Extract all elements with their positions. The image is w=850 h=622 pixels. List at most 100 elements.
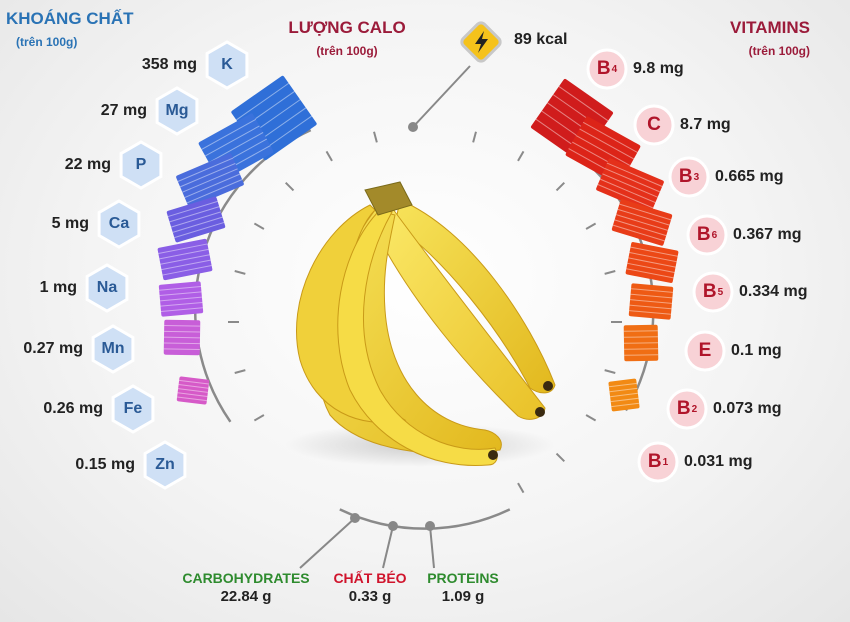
mineral-bar-stripe: [182, 168, 238, 193]
vitamin-bar-stripe: [597, 184, 654, 209]
vitamin-bar-stripe: [599, 178, 656, 204]
minerals-title: KHOÁNG CHẤT: [6, 9, 134, 28]
dial-ticks: [228, 131, 622, 494]
calories-title: LƯỢNG CALO: [288, 18, 406, 37]
vitamin-value: 0.367 mg: [733, 226, 802, 243]
vitamin-bar: [611, 199, 673, 246]
macro-carbohydrates: CARBOHYDRATES 22.84 g: [176, 569, 316, 607]
vitamin-value: 0.665 mg: [715, 168, 784, 185]
vitamin-bar-stripe: [627, 262, 675, 273]
mineral-bar-stripe: [163, 348, 200, 350]
mineral-bar-stripe: [160, 307, 203, 312]
vitamin-bar-fill: [623, 324, 659, 362]
vitamin-bar-stripe: [619, 203, 672, 221]
dial-tick: [555, 181, 566, 192]
vitamin-bar-fill: [628, 283, 674, 320]
mineral-value: 5 mg: [51, 215, 89, 232]
vitamin-bar-stripe: [617, 208, 670, 226]
mineral-hex-badge: [205, 40, 249, 90]
mineral-bar-stripe: [174, 221, 225, 239]
vitamin-bar-stripe: [624, 348, 659, 350]
mineral-hex-badge: [85, 263, 129, 313]
mineral-hex-badge: [155, 86, 199, 136]
macro-value: 1.09 g: [441, 588, 485, 605]
macro-proteins: PROTEINS 1.09 g: [420, 569, 506, 607]
vitamin-bar-stripe: [606, 162, 663, 187]
vitamin-bar-stripe: [630, 293, 673, 299]
vitamin-circle-badge: [692, 271, 734, 313]
mineral-bar-stripe: [170, 211, 222, 228]
vitamin-bar-stripe: [609, 387, 638, 393]
vitamin-bar-stripe: [630, 246, 678, 257]
vitamin-value: 0.073 mg: [713, 400, 782, 417]
dial-tick: [253, 222, 265, 230]
mineral-bar-stripe: [177, 396, 207, 402]
dial-tick: [373, 131, 378, 143]
mineral-bar-stripe: [178, 384, 209, 389]
dial-tick: [585, 222, 597, 230]
dial-tick: [585, 414, 597, 422]
dial-tick: [472, 131, 477, 143]
vitamin-bar-stripe: [616, 214, 668, 231]
vitamin-bar-fill: [596, 158, 664, 213]
vitamin-badges: [586, 48, 734, 483]
vitamin-bar-stripe: [612, 224, 665, 242]
mineral-bar-stripe: [179, 162, 236, 188]
vitamin-bar-stripe: [579, 128, 634, 160]
mineral-hex-badge: [143, 440, 187, 490]
vitamin-value: 8.7 mg: [680, 116, 731, 133]
vitamin-bar-stripe: [614, 219, 667, 237]
vitamin-bar-stripe: [626, 268, 674, 279]
mineral-bar-stripe: [236, 82, 290, 121]
mineral-bar-stripe: [172, 216, 223, 233]
vitamins-header: VITAMINS (trên 100g): [690, 18, 810, 58]
dial-tick: [234, 369, 246, 374]
vitamin-circle-badge: [637, 441, 679, 483]
dial-tick: [284, 181, 295, 192]
vitamin-bar: [625, 242, 679, 283]
vitamin-circle-badge: [686, 214, 728, 256]
mineral-bar-stripe: [178, 388, 208, 393]
macro-value: 22.84 g: [220, 588, 272, 605]
mineral-bar-stripe: [159, 248, 209, 260]
macro-name: CHẤT BÉO: [333, 570, 407, 586]
vitamin-bar-stripe: [602, 173, 658, 198]
mineral-bar-fill: [158, 281, 204, 317]
mineral-value: 1 mg: [39, 279, 77, 296]
mineral-badges: [85, 40, 249, 490]
vitamin-circle-badge: [668, 156, 710, 198]
dial-tick: [234, 270, 246, 275]
dial-ring: [194, 128, 655, 530]
mineral-hex-badge: [97, 199, 141, 249]
dial-tick: [604, 270, 616, 275]
mineral-bar-stripe: [201, 118, 257, 150]
mineral-bar-stripe: [208, 132, 264, 163]
vitamin-bar-stripe: [630, 299, 672, 304]
minerals-subtitle: (trên 100g): [16, 35, 78, 49]
mineral-hex-badge: [119, 140, 163, 190]
dial-tick: [517, 482, 525, 494]
calories-value: 89 kcal: [514, 31, 568, 48]
lightning-bolt-icon: [460, 21, 502, 63]
mineral-hex-badge: [111, 384, 155, 434]
vitamin-bar-fill: [611, 199, 673, 246]
mineral-value: 358 mg: [141, 56, 197, 73]
mineral-bar-fill: [176, 376, 210, 405]
mineral-bar-stripe: [164, 330, 201, 333]
vitamin-bar-stripe: [623, 330, 658, 332]
vitamin-bar-stripe: [608, 382, 637, 388]
mineral-value: 22 mg: [64, 156, 111, 173]
mineral-bar-stripe: [161, 259, 211, 271]
vitamin-bar-stripe: [575, 135, 631, 166]
dial-tick: [253, 414, 265, 422]
macro-fat: CHẤT BÉO 0.33 g: [318, 569, 422, 607]
vitamin-bar-stripe: [611, 402, 640, 408]
mineral-bar-stripe: [205, 125, 260, 157]
minerals-header: KHOÁNG CHẤT (trên 100g): [6, 9, 134, 49]
vitamin-circle-badge: [633, 104, 675, 146]
vitamin-circle-badge: [666, 388, 708, 430]
mineral-bar-stripe: [159, 286, 202, 291]
vitamin-circle-badge: [684, 330, 726, 372]
macro-name: PROTEINS: [427, 570, 499, 586]
macro-name: CARBOHYDRATES: [182, 570, 310, 586]
